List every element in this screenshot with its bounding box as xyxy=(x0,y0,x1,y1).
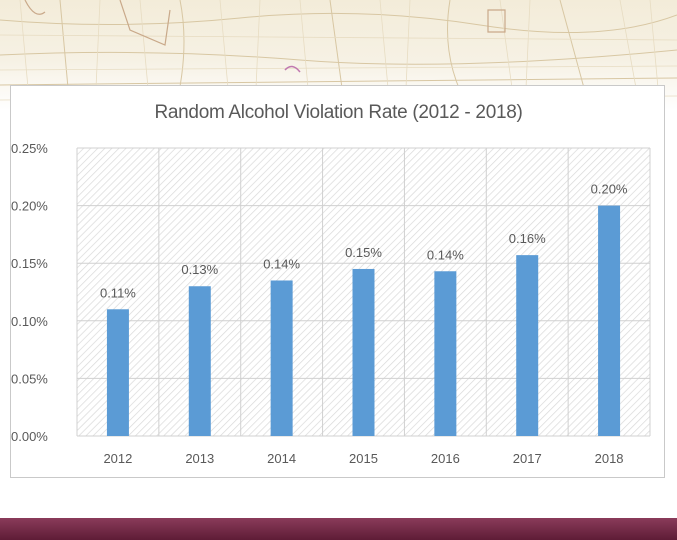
chart-title: Random Alcohol Violation Rate (2012 - 20… xyxy=(154,102,523,123)
data-label: 0.20% xyxy=(591,182,628,197)
bar-2015 xyxy=(352,268,375,436)
y-tick-label: 0.00% xyxy=(11,429,48,444)
data-label: 0.16% xyxy=(509,231,546,246)
x-tick-label: 2018 xyxy=(595,451,624,466)
bar-2013 xyxy=(188,286,211,436)
bar-2018 xyxy=(598,205,621,436)
bar-2012 xyxy=(106,309,129,436)
data-label: 0.11% xyxy=(100,285,136,300)
y-tick-label: 0.05% xyxy=(11,371,48,386)
x-tick-label: 2014 xyxy=(267,451,296,466)
y-tick-label: 0.25% xyxy=(11,141,48,156)
x-tick-label: 2012 xyxy=(103,451,132,466)
bar-2016 xyxy=(434,271,457,436)
data-label: 0.14% xyxy=(263,256,300,271)
data-label: 0.14% xyxy=(427,247,464,262)
bar-2017 xyxy=(516,255,539,436)
x-tick-label: 2016 xyxy=(431,451,460,466)
x-tick-label: 2017 xyxy=(513,451,542,466)
y-tick-label: 0.20% xyxy=(11,199,48,214)
data-label: 0.13% xyxy=(181,262,218,277)
y-tick-label: 0.10% xyxy=(11,314,48,329)
y-tick-label: 0.15% xyxy=(11,256,48,271)
bar-chart: 0.00% 0.05% 0.10% 0.15% 0.20% 0.25% 0.11% 0.13… xyxy=(11,141,651,466)
data-label: 0.15% xyxy=(345,245,382,260)
x-tick-label: 2015 xyxy=(349,451,378,466)
x-tick-label: 2013 xyxy=(185,451,214,466)
chart-card: Random Alcohol Violation Rate (2012 - 20… xyxy=(10,85,665,478)
bar-2014 xyxy=(270,280,293,436)
footer-band xyxy=(0,518,677,540)
